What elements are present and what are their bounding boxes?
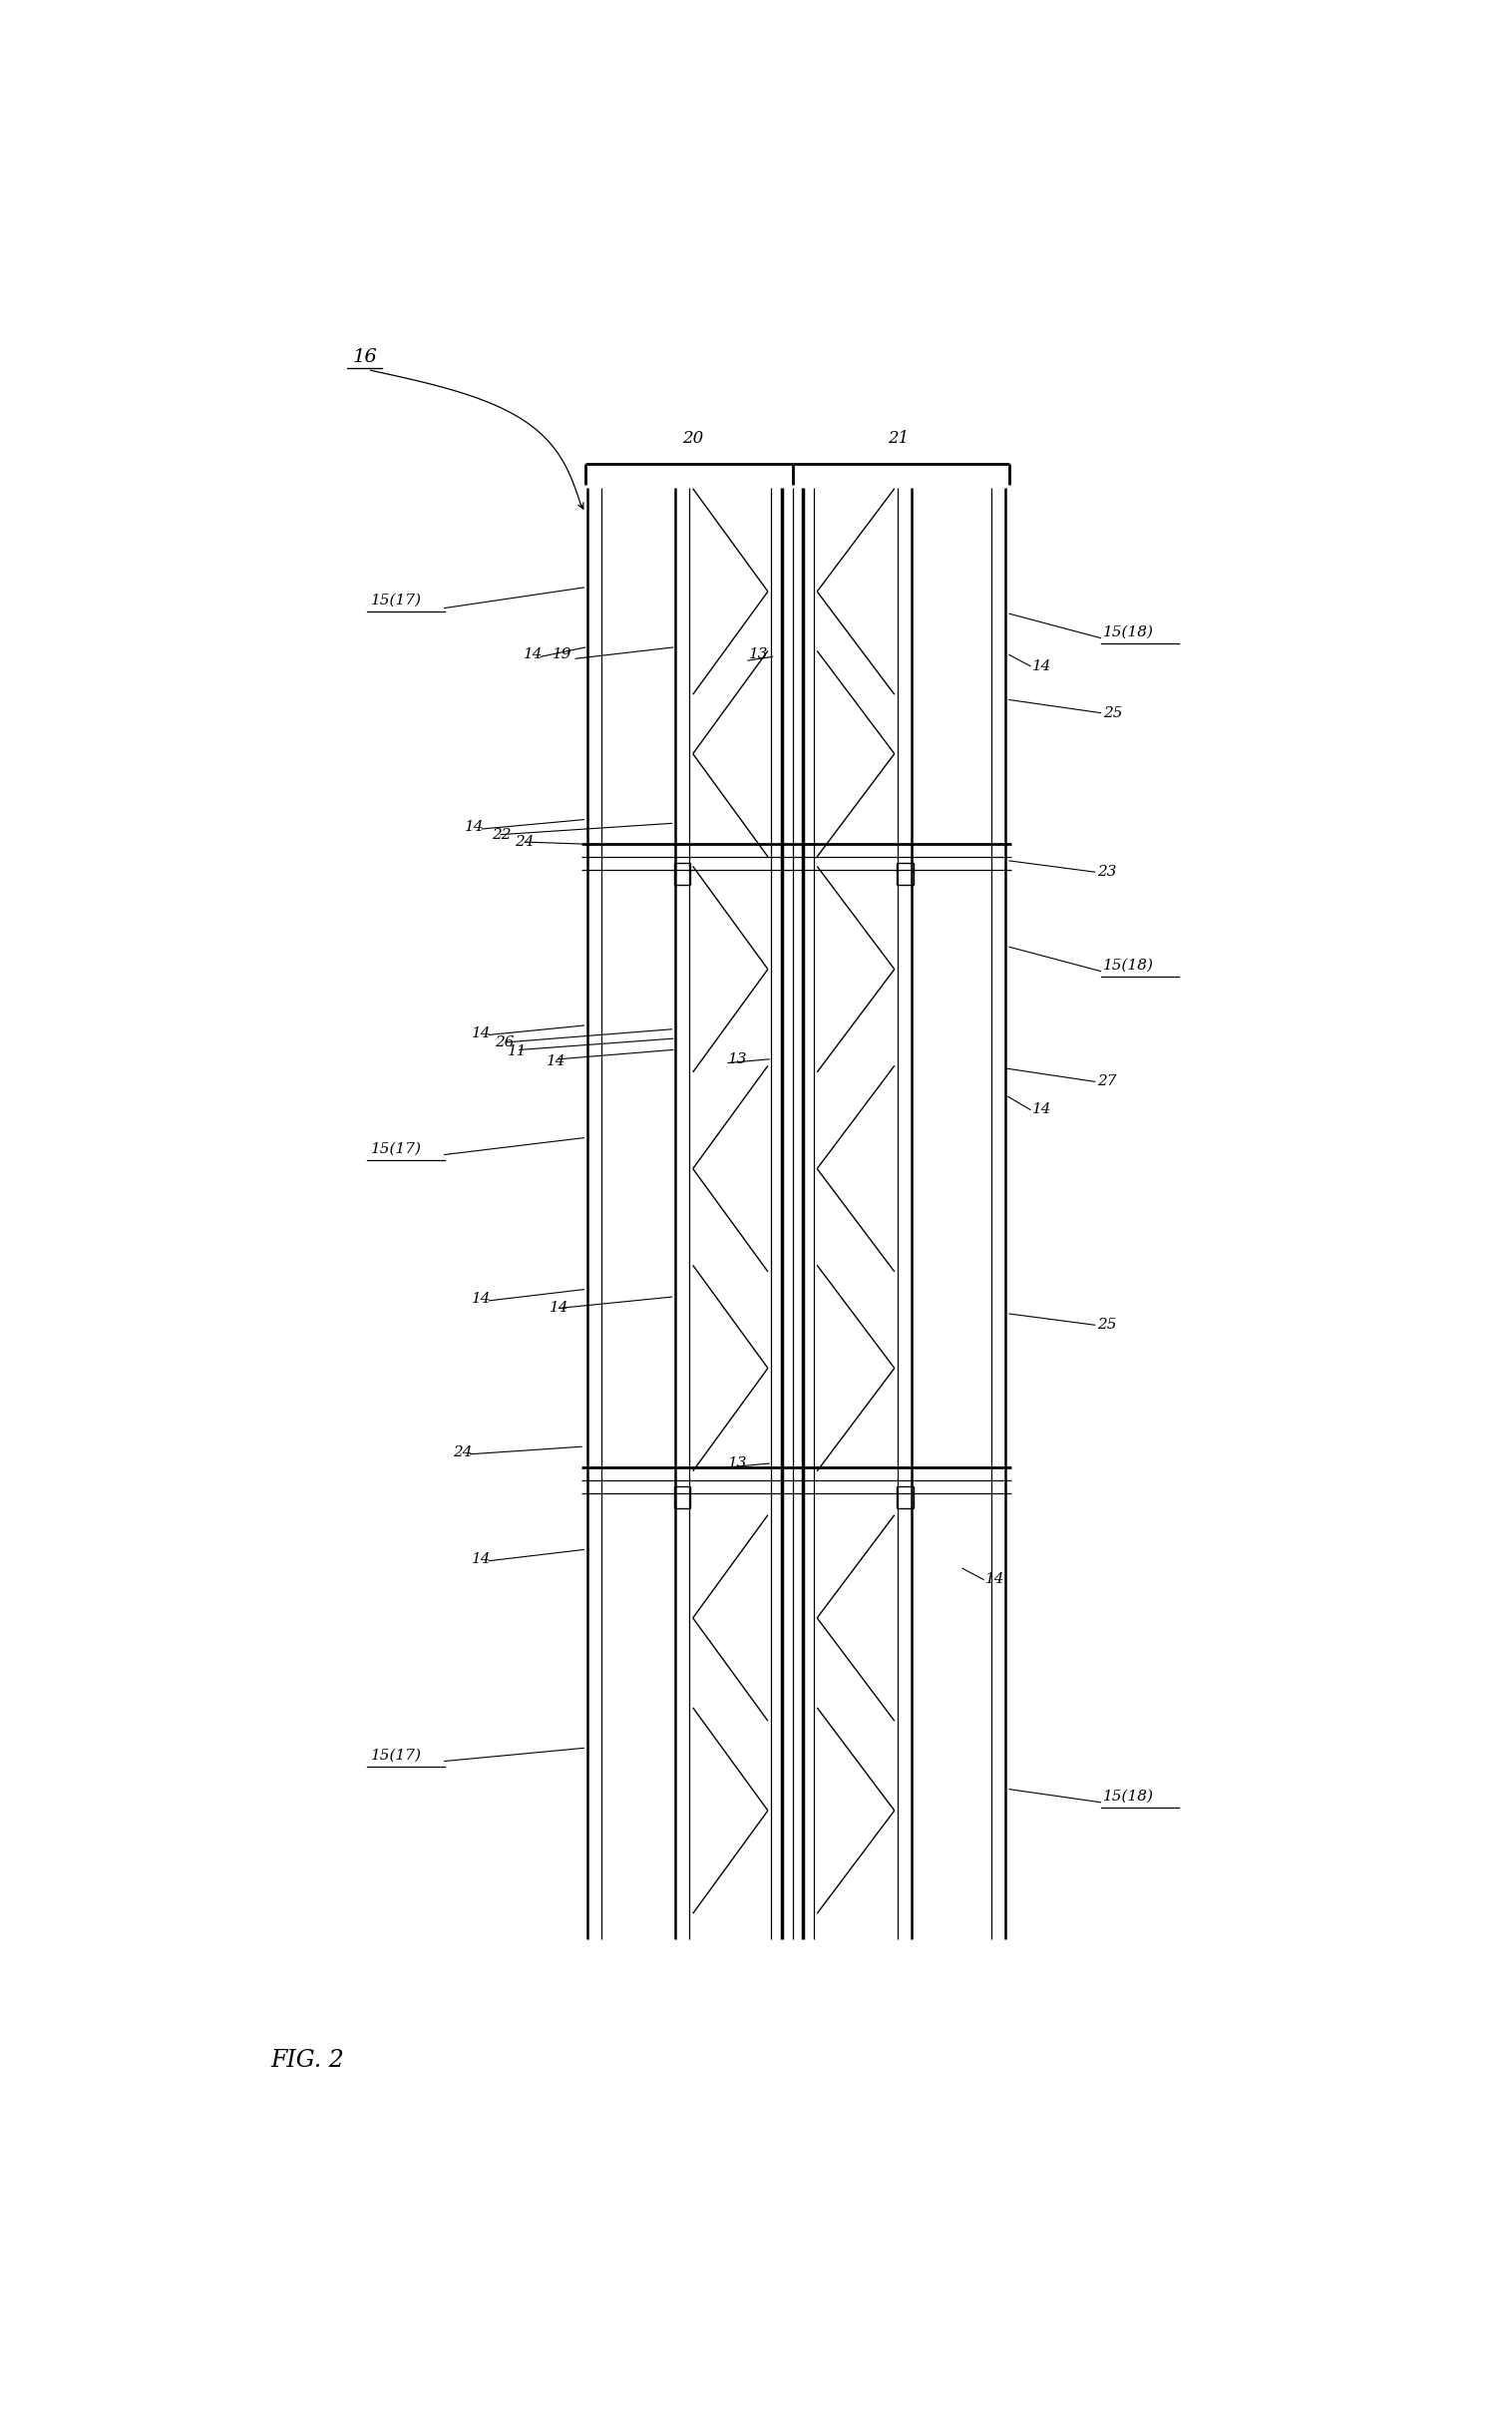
Text: 15(17): 15(17) <box>370 593 422 608</box>
Text: 16: 16 <box>352 348 378 367</box>
Text: 27: 27 <box>1098 1075 1116 1089</box>
Text: 21: 21 <box>888 430 909 447</box>
Text: 14: 14 <box>1033 659 1052 673</box>
Text: 24: 24 <box>514 836 534 848</box>
Text: 14: 14 <box>1033 1104 1052 1116</box>
Text: 14: 14 <box>546 1055 565 1067</box>
Text: 15(17): 15(17) <box>370 1143 422 1157</box>
Text: 14: 14 <box>523 649 543 661</box>
Text: 14: 14 <box>472 1551 491 1566</box>
Text: 14: 14 <box>464 819 484 834</box>
Text: 24: 24 <box>454 1446 473 1459</box>
Text: 25: 25 <box>1104 705 1122 720</box>
Text: 14: 14 <box>472 1026 491 1040</box>
Text: 15(18): 15(18) <box>1104 958 1154 972</box>
Text: 14: 14 <box>472 1291 491 1305</box>
Text: 20: 20 <box>682 430 703 447</box>
Text: 13: 13 <box>729 1053 747 1067</box>
Text: 19: 19 <box>552 649 572 661</box>
Text: 13: 13 <box>748 649 768 661</box>
Text: 22: 22 <box>491 827 511 841</box>
Text: FIG. 2: FIG. 2 <box>271 2049 345 2071</box>
Text: 13: 13 <box>729 1456 747 1471</box>
Text: 26: 26 <box>494 1036 514 1050</box>
Text: 23: 23 <box>1098 865 1116 880</box>
Text: 14: 14 <box>986 1573 1005 1587</box>
Text: 15(17): 15(17) <box>370 1748 422 1762</box>
Text: 11: 11 <box>508 1045 528 1057</box>
Text: 15(18): 15(18) <box>1104 1789 1154 1804</box>
Text: 14: 14 <box>550 1301 570 1315</box>
Text: 15(18): 15(18) <box>1104 625 1154 639</box>
Text: 25: 25 <box>1098 1318 1116 1332</box>
